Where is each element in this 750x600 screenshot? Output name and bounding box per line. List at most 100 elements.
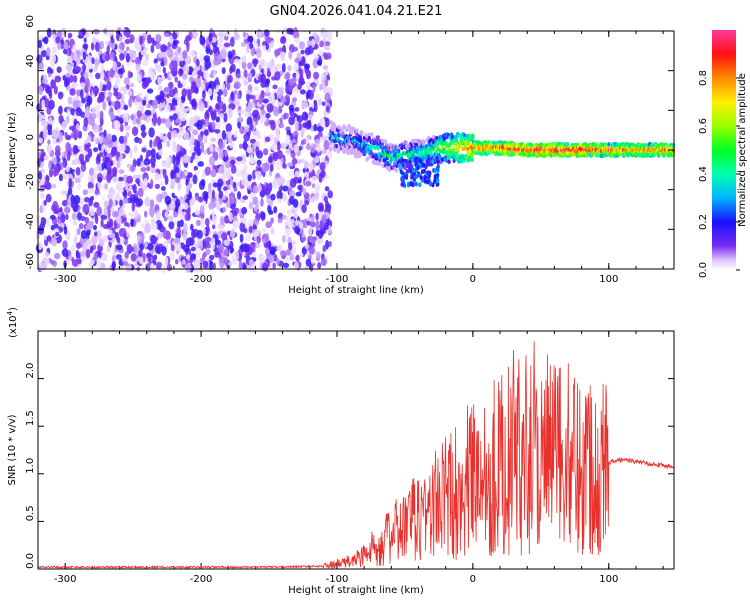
signal-core [627, 148, 629, 152]
signal-blob [375, 154, 379, 159]
noise-blob [320, 169, 326, 178]
noise-blob [224, 190, 229, 197]
noise-blob [174, 176, 181, 184]
noise-blob [144, 53, 149, 61]
noise-blob [143, 177, 148, 187]
noise-blob [135, 200, 143, 207]
noise-blob [48, 160, 52, 170]
signal-blob [388, 167, 392, 173]
noise-blob [197, 134, 203, 143]
signal-blob [386, 150, 390, 155]
signal-blob [591, 150, 596, 156]
noise-blob [149, 71, 155, 81]
signal-blob [447, 159, 451, 164]
noise-blob [313, 123, 318, 132]
noise-blob [130, 114, 135, 121]
noise-blob [290, 240, 297, 245]
noise-blob [202, 227, 206, 236]
noise-blob [118, 207, 125, 218]
noise-blob [276, 244, 283, 252]
noise-blob [55, 145, 61, 154]
noise-blob [166, 239, 171, 244]
signal-blob [456, 133, 460, 138]
noise-blob [228, 212, 233, 222]
noise-blob [140, 124, 146, 132]
noise-blob [316, 126, 324, 133]
noise-blob [56, 41, 62, 51]
noise-blob [187, 126, 194, 132]
noise-blob [151, 99, 159, 106]
noise-blob [137, 257, 144, 262]
noise-blob [144, 242, 148, 248]
noise-blob [317, 131, 323, 137]
noise-blob [235, 99, 241, 106]
noise-blob [203, 135, 208, 144]
noise-blob [90, 112, 97, 120]
noise-blob [51, 236, 58, 247]
noise-blob [49, 168, 54, 178]
signal-blob [397, 148, 401, 154]
noise-blob [146, 166, 151, 172]
noise-blob [37, 240, 43, 251]
noise-blob [179, 219, 184, 228]
noise-blob [243, 264, 247, 270]
noise-blob [159, 181, 165, 186]
x-tick-label: 0 [470, 574, 476, 585]
noise-blob [246, 147, 254, 154]
noise-blob [202, 260, 209, 269]
noise-blob [106, 173, 112, 184]
signal-blob [425, 159, 429, 165]
signal-blob [444, 140, 448, 145]
noise-blob [129, 34, 135, 43]
noise-blob [172, 140, 177, 148]
noise-blob [85, 78, 90, 88]
noise-blob [304, 63, 310, 70]
signal-blob [405, 169, 410, 174]
noise-blob [224, 149, 228, 158]
noise-blob [160, 118, 167, 124]
noise-blob [196, 229, 203, 240]
noise-blob [251, 263, 257, 273]
noise-blob [185, 107, 193, 112]
noise-blob [248, 94, 255, 100]
noise-blob [40, 168, 45, 174]
noise-blob [214, 252, 221, 258]
noise-blob [204, 166, 211, 176]
noise-blob [178, 151, 183, 157]
noise-blob [292, 97, 297, 102]
noise-blob [235, 181, 240, 187]
noise-blob [165, 156, 171, 165]
noise-blob [121, 257, 129, 263]
noise-blob [249, 138, 257, 144]
noise-blob [262, 40, 268, 47]
noise-blob [122, 197, 129, 204]
signal-blob [414, 138, 418, 143]
signal-blob [565, 141, 570, 147]
noise-blob [140, 49, 147, 56]
svg-text:(x104): (x104) [6, 307, 19, 338]
noise-blob [211, 215, 218, 225]
noise-blob [48, 99, 55, 110]
noise-blob [163, 87, 170, 93]
signal-blob [595, 142, 599, 148]
noise-blob [116, 244, 123, 251]
noise-blob [319, 162, 326, 171]
noise-blob [150, 44, 155, 53]
signal-blob [450, 134, 455, 140]
noise-blob [84, 139, 88, 145]
noise-blob [70, 132, 75, 139]
noise-blob [61, 190, 68, 196]
noise-blob [223, 215, 230, 224]
noise-blob [102, 234, 109, 242]
noise-blob [240, 42, 247, 47]
noise-blob [109, 51, 115, 61]
noise-blob [124, 28, 131, 37]
noise-blob [160, 61, 165, 67]
noise-blob [106, 45, 110, 54]
noise-blob [243, 228, 248, 234]
noise-blob [241, 217, 247, 224]
noise-blob [282, 185, 289, 192]
noise-blob [313, 102, 318, 113]
noise-blob [182, 154, 189, 164]
noise-blob [272, 143, 278, 151]
